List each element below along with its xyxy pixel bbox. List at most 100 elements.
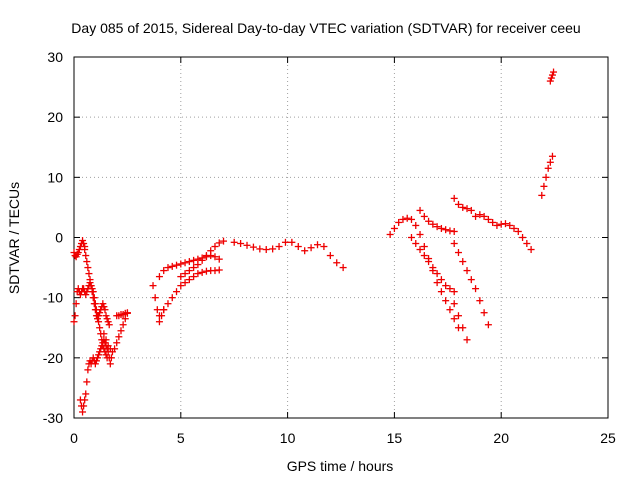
data-point xyxy=(548,71,556,79)
data-point xyxy=(454,200,462,208)
data-point xyxy=(510,224,518,232)
data-point xyxy=(420,243,428,251)
data-point xyxy=(74,249,82,257)
data-point xyxy=(459,203,467,211)
data-point xyxy=(215,255,223,263)
data-point xyxy=(106,360,114,368)
data-point xyxy=(160,267,168,275)
data-point xyxy=(111,345,119,353)
data-point xyxy=(450,288,458,296)
data-point xyxy=(538,191,546,199)
y-axis-label: SDTVAR / TECUs xyxy=(6,182,22,294)
data-point xyxy=(164,300,172,308)
data-point xyxy=(501,220,509,228)
data-point xyxy=(190,264,198,272)
data-point xyxy=(177,282,185,290)
data-point xyxy=(104,318,112,326)
data-point xyxy=(100,303,108,311)
data-point xyxy=(425,217,433,225)
data-point xyxy=(70,318,78,326)
data-point xyxy=(442,282,450,290)
data-point xyxy=(454,312,462,320)
data-point xyxy=(79,408,87,416)
x-axis-label: GPS time / hours xyxy=(287,458,394,474)
data-point xyxy=(412,240,420,248)
data-point xyxy=(433,270,441,278)
series-arc-16 xyxy=(450,194,475,214)
data-point xyxy=(547,74,555,82)
data-point xyxy=(307,244,315,252)
data-point xyxy=(83,258,91,266)
data-point xyxy=(202,252,210,260)
series-arc-10 xyxy=(230,238,347,272)
data-point xyxy=(96,348,104,356)
data-point xyxy=(82,390,90,398)
data-point xyxy=(294,243,302,251)
data-point xyxy=(480,212,488,220)
data-point xyxy=(97,345,105,353)
data-point xyxy=(249,243,257,251)
axis-ticks: 0 5 10 15 20 25 -30 -20 -10 0 10 20 30 xyxy=(43,49,616,446)
x-tick-label: 25 xyxy=(600,430,616,446)
data-point xyxy=(103,315,111,323)
data-point xyxy=(90,300,98,308)
data-point xyxy=(476,297,484,305)
data-point xyxy=(102,336,110,344)
data-point xyxy=(207,247,215,255)
data-point xyxy=(420,212,428,220)
data-point xyxy=(429,220,437,228)
data-point xyxy=(95,312,103,320)
data-point xyxy=(79,237,87,245)
data-point xyxy=(514,227,522,235)
data-point xyxy=(86,276,94,284)
data-point xyxy=(463,267,471,275)
data-point xyxy=(84,264,92,272)
data-point xyxy=(177,273,185,281)
x-tick-label: 20 xyxy=(493,430,509,446)
data-point xyxy=(181,270,189,278)
data-point xyxy=(450,194,458,202)
data-point xyxy=(87,282,95,290)
data-point xyxy=(95,318,103,326)
data-point xyxy=(83,378,91,386)
series-arc-18 xyxy=(538,152,556,199)
data-point xyxy=(548,152,556,160)
data-point xyxy=(211,243,219,251)
data-point xyxy=(395,218,403,226)
data-point xyxy=(105,321,113,329)
data-point xyxy=(450,300,458,308)
data-point xyxy=(88,288,96,296)
data-point xyxy=(484,321,492,329)
data-point xyxy=(472,285,480,293)
data-point xyxy=(164,264,172,272)
data-point xyxy=(320,243,328,251)
data-point xyxy=(416,206,424,214)
data-point xyxy=(190,273,198,281)
data-point xyxy=(467,276,475,284)
data-point xyxy=(230,238,238,246)
data-point xyxy=(527,246,535,254)
data-point xyxy=(119,321,127,329)
data-point xyxy=(95,351,103,359)
data-point xyxy=(546,77,554,85)
data-point xyxy=(91,360,99,368)
data-point xyxy=(149,282,157,290)
data-point xyxy=(194,261,202,269)
data-point xyxy=(80,402,88,410)
data-point xyxy=(89,294,97,302)
data-point xyxy=(168,294,176,302)
data-point xyxy=(185,258,193,266)
data-point xyxy=(301,247,309,255)
data-point xyxy=(117,327,125,335)
data-point xyxy=(480,309,488,317)
series-arc-4 xyxy=(81,246,113,329)
data-point xyxy=(82,252,90,260)
data-point xyxy=(442,297,450,305)
data-point xyxy=(463,336,471,344)
data-point xyxy=(85,270,93,278)
data-point xyxy=(450,315,458,323)
data-point xyxy=(437,224,445,232)
grid xyxy=(74,57,608,418)
x-tick-label: 15 xyxy=(387,430,403,446)
data-point xyxy=(546,158,554,166)
